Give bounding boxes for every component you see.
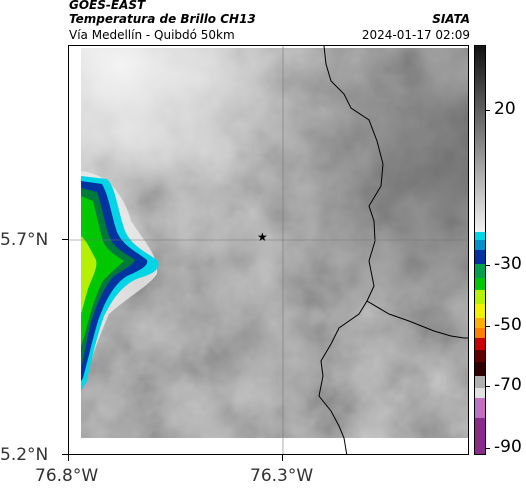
y-tick-5-2 [62, 454, 68, 455]
border-line [323, 46, 468, 339]
x-label-76-3: 76.3°W [250, 466, 314, 486]
colorbar-tick-neg30 [486, 265, 490, 266]
colorbar-gradient [475, 46, 485, 454]
x-label-76-8: 76.8°W [35, 466, 99, 486]
colorbar-tick-20 [486, 110, 490, 111]
colorbar-label-neg50: -50 [494, 315, 522, 335]
brightness-temperature-image [69, 46, 468, 454]
colorbar-label-20: 20 [494, 99, 516, 119]
agency-label: SIATA [432, 12, 470, 26]
colorbar [474, 45, 486, 455]
colorbar-label-neg70: -70 [494, 375, 522, 395]
colorbar-label-neg30: -30 [494, 254, 522, 274]
location-star-icon: ★ [257, 230, 268, 244]
x-tick-76-8 [68, 455, 69, 461]
colorbar-tick-neg70 [486, 386, 490, 387]
satellite-map: ★ [68, 45, 469, 455]
y-label-5-2: 5.2°N [0, 445, 49, 465]
y-tick-5-7 [62, 239, 68, 240]
colorbar-tick-neg50 [486, 326, 490, 327]
colorbar-label-neg90: -90 [494, 437, 522, 457]
route-subtitle: Vía Medellín - Quibdó 50km [69, 28, 235, 42]
x-tick-76-3 [282, 455, 283, 461]
satellite-name: GOES-EAST [69, 0, 146, 12]
colorbar-tick-neg90 [486, 448, 490, 449]
timestamp-label: 2024-01-17 02:09 [361, 28, 470, 42]
product-title: Temperatura de Brillo CH13 [69, 12, 256, 26]
y-label-5-7: 5.7°N [0, 230, 49, 250]
